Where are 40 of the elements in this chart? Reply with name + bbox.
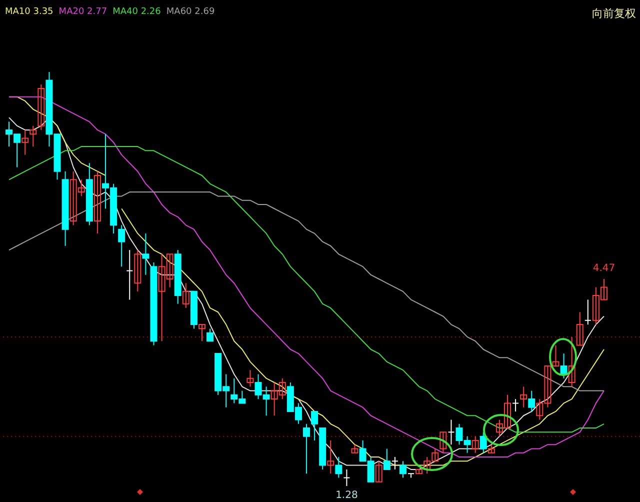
candlestick <box>560 353 568 379</box>
text: MA10 3.35 <box>5 7 54 17</box>
candlestick <box>512 398 520 412</box>
candlestick <box>528 390 536 412</box>
candlestick <box>343 468 350 486</box>
candlestick <box>38 84 45 130</box>
candlestick <box>383 448 390 470</box>
candlestick <box>399 460 406 478</box>
candlestick <box>246 370 254 388</box>
candlestick <box>375 460 382 482</box>
candlestick <box>335 456 342 478</box>
annotation: 1.28 <box>336 490 358 501</box>
candlestick <box>118 224 126 268</box>
candlestick <box>327 440 334 474</box>
candlestick <box>552 344 560 366</box>
candlestick <box>303 423 310 474</box>
candlestick <box>30 125 37 148</box>
candlestick <box>22 129 29 156</box>
candlestick <box>520 386 528 408</box>
candlestick <box>206 328 214 342</box>
candlestick <box>311 410 318 441</box>
candlestick <box>472 436 479 454</box>
candlestick <box>584 299 592 326</box>
candlestick <box>568 336 576 388</box>
candlestick <box>142 232 150 276</box>
candlestick <box>480 432 487 454</box>
text: MA40 2.26 <box>112 7 162 17</box>
annotation: 4.47 <box>592 263 616 274</box>
candlestick <box>198 324 206 342</box>
candlestick <box>440 432 447 454</box>
candlestick <box>182 282 190 308</box>
candlestick <box>448 419 455 446</box>
candlestick <box>126 250 134 300</box>
candlestick <box>576 312 584 346</box>
text: MA60 2.69 <box>166 7 215 17</box>
candlestick <box>134 250 142 292</box>
text: MA20 2.77 <box>58 7 108 17</box>
text: 向前复权 <box>592 7 636 20</box>
candlestick <box>94 170 101 234</box>
candlestick <box>391 456 398 470</box>
